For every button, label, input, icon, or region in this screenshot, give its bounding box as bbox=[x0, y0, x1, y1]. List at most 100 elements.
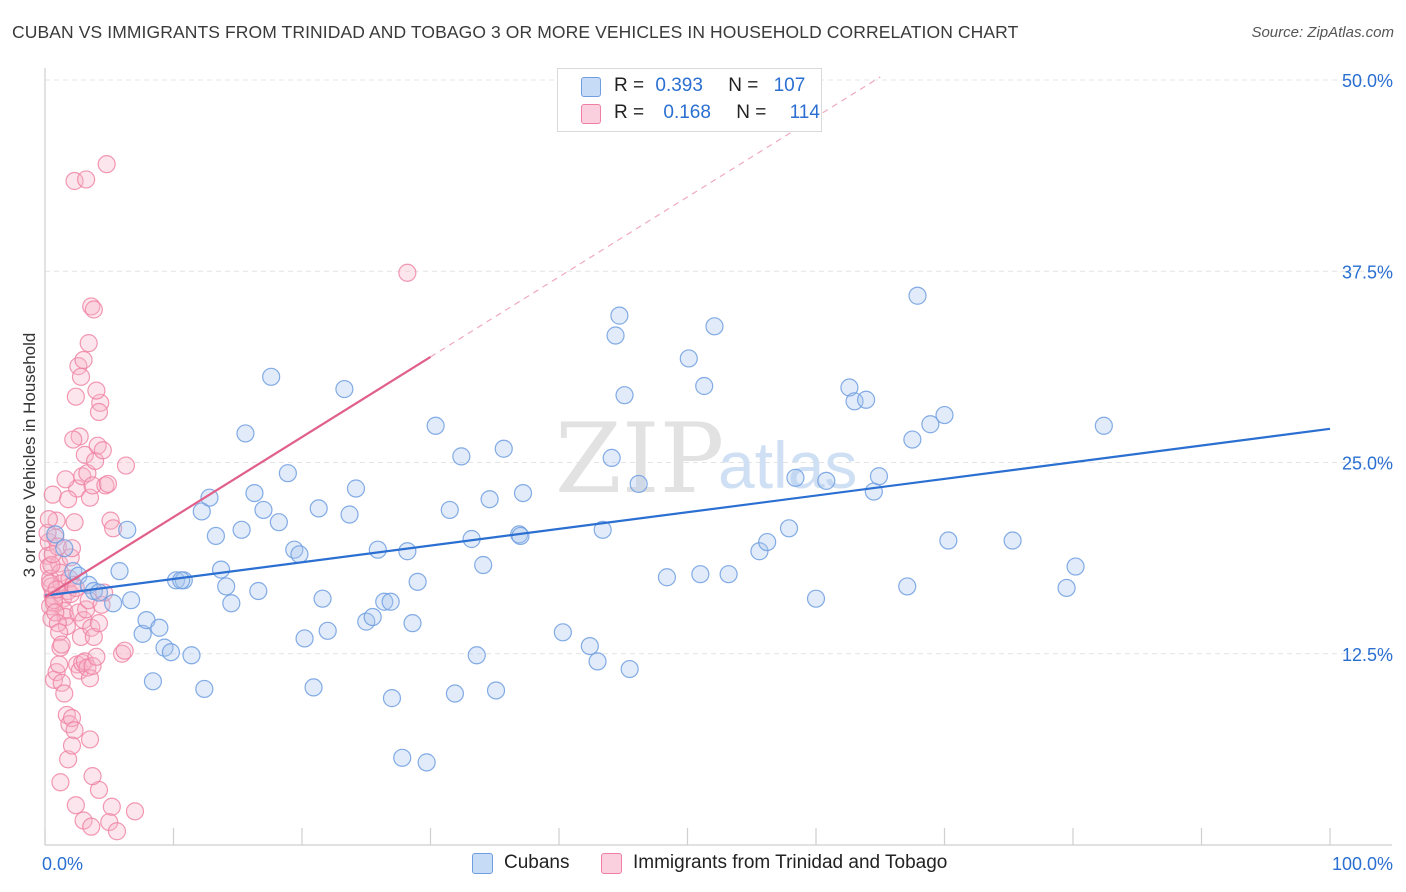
trinidad-trend-line bbox=[44, 355, 432, 599]
cuban-point bbox=[806, 589, 826, 608]
cuban-point bbox=[440, 500, 459, 520]
trinidad-point bbox=[65, 513, 84, 532]
trinidad-point bbox=[52, 635, 71, 654]
cuban-point bbox=[217, 577, 236, 596]
trinidad-point bbox=[75, 445, 94, 464]
cuban-point bbox=[695, 376, 714, 396]
chart-title: CUBAN VS IMMIGRANTS FROM TRINIDAD AND TO… bbox=[12, 22, 1019, 42]
cuban-point bbox=[150, 618, 169, 637]
cuban-point bbox=[779, 519, 799, 538]
cuban-points bbox=[46, 286, 1113, 772]
trinidad-point bbox=[62, 736, 82, 755]
trinidad-point bbox=[51, 773, 70, 792]
cuban-point bbox=[408, 572, 427, 591]
legend-r-label: R = bbox=[614, 75, 645, 96]
trinidad-point bbox=[100, 812, 119, 832]
cuban-point bbox=[486, 681, 506, 700]
cuban-point bbox=[1094, 416, 1113, 435]
cuban-point bbox=[869, 467, 889, 486]
cuban-point bbox=[1057, 578, 1076, 598]
cuban-point bbox=[340, 505, 359, 524]
cuban-point bbox=[629, 474, 648, 494]
cuban-point bbox=[232, 520, 251, 539]
trinidad-point bbox=[59, 750, 78, 769]
trinidad-point bbox=[51, 638, 70, 657]
trinidad-point bbox=[89, 614, 109, 633]
cuban-point bbox=[245, 484, 264, 503]
cuban-point bbox=[195, 679, 214, 699]
cuban-point bbox=[817, 471, 836, 490]
trinidad-point bbox=[64, 430, 83, 449]
cuban-point bbox=[278, 464, 297, 483]
trinidad-point bbox=[104, 519, 123, 538]
watermark: ZIP atlas bbox=[555, 403, 857, 515]
trend-lines bbox=[44, 76, 1331, 599]
trinidad-point bbox=[66, 387, 85, 406]
y-tick-label: 37.5% bbox=[1342, 262, 1393, 282]
cuban-point bbox=[602, 448, 621, 468]
cuban-point bbox=[1003, 531, 1022, 550]
legend-swatch-cubans bbox=[581, 77, 601, 97]
trinidad-point bbox=[77, 170, 96, 189]
cuban-point bbox=[553, 623, 572, 642]
cuban-point bbox=[403, 614, 422, 633]
cuban-point bbox=[786, 468, 805, 487]
cuban-point bbox=[840, 378, 859, 397]
cuban-point bbox=[254, 500, 273, 520]
cuban-point bbox=[845, 392, 864, 411]
trinidad-point bbox=[93, 441, 112, 460]
cuban-point bbox=[382, 689, 402, 708]
cuban-point bbox=[615, 386, 634, 405]
trinidad-point bbox=[107, 822, 127, 841]
cuban-point bbox=[363, 607, 382, 627]
cuban-point bbox=[192, 502, 211, 521]
cubans-trend-line bbox=[44, 427, 1331, 597]
cuban-point bbox=[211, 560, 231, 579]
trinidad-point bbox=[65, 171, 84, 191]
trinidad-point bbox=[83, 476, 102, 495]
cuban-point bbox=[921, 415, 940, 434]
cuban-point bbox=[474, 555, 493, 575]
cuban-point bbox=[143, 672, 163, 691]
trinidad-point bbox=[102, 797, 121, 816]
trinidad-point bbox=[56, 470, 75, 489]
watermark-atlas: atlas bbox=[718, 428, 857, 502]
trinidad-point bbox=[74, 610, 93, 630]
trinidad-points bbox=[38, 155, 417, 841]
trinidad-point bbox=[50, 655, 69, 674]
legend-n-label: N = bbox=[736, 102, 767, 123]
trinidad-point bbox=[398, 263, 417, 282]
x-tick-label: 0.0% bbox=[42, 854, 83, 874]
cuban-point bbox=[657, 568, 677, 587]
legend-r-value: 0.168 bbox=[663, 102, 711, 123]
trinidad-point bbox=[115, 641, 134, 660]
y-tick-label: 25.0% bbox=[1342, 454, 1393, 474]
trinidad-point bbox=[65, 721, 84, 740]
legend-box: R = 0.393 N = 107 R = 0.168 N = 114 bbox=[557, 68, 822, 132]
cuban-point bbox=[705, 317, 724, 336]
legend-r-value: 0.393 bbox=[655, 75, 703, 96]
trinidad-point bbox=[83, 656, 102, 676]
watermark-zip: ZIP bbox=[555, 403, 724, 515]
cuban-point bbox=[269, 513, 288, 532]
trinidad-point bbox=[43, 545, 62, 564]
cuban-point bbox=[161, 643, 181, 662]
legend-swatch-trinidad bbox=[581, 104, 601, 124]
trinidad-point bbox=[62, 539, 82, 558]
trinidad-point bbox=[74, 350, 93, 370]
cuban-point bbox=[494, 439, 513, 458]
cuban-point bbox=[89, 583, 109, 602]
trinidad-point bbox=[46, 603, 65, 622]
cuban-point bbox=[719, 565, 738, 584]
cuban-point bbox=[155, 638, 174, 657]
bottom-legend-swatch-cubans bbox=[472, 853, 493, 874]
axes bbox=[44, 68, 1392, 846]
trinidad-point bbox=[38, 523, 57, 542]
trinidad-point bbox=[125, 802, 145, 821]
cuban-point bbox=[691, 565, 710, 584]
cuban-point bbox=[480, 490, 499, 509]
cuban-point bbox=[908, 286, 927, 305]
cuban-point bbox=[750, 542, 769, 561]
cuban-point bbox=[295, 629, 314, 648]
